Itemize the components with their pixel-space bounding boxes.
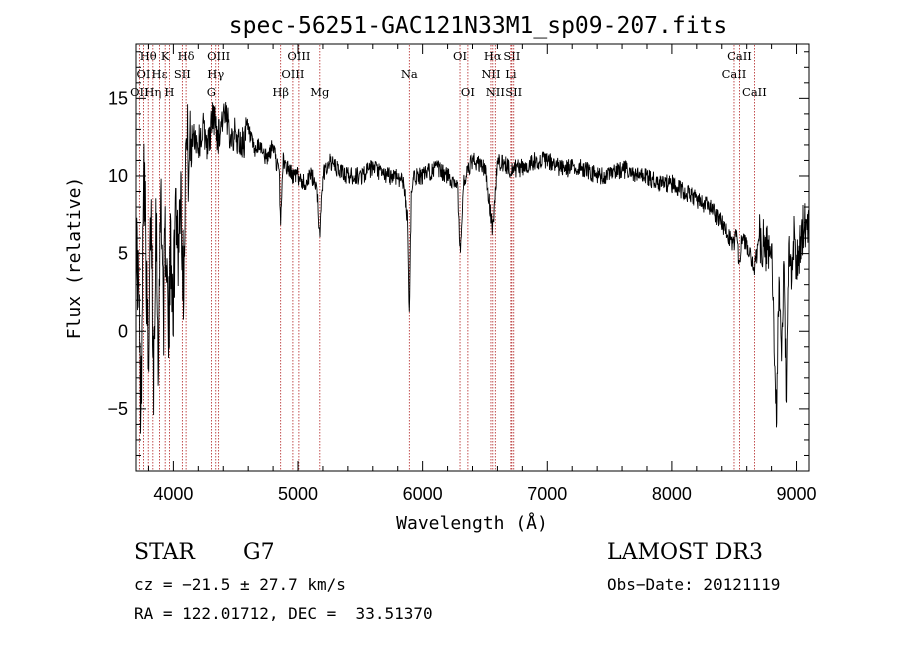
plot-frame <box>135 43 810 472</box>
spectrum-chart: spec-56251-GAC121N33M1_sp09-207.fits Hθ H… <box>64 13 817 534</box>
spectral-line-label: Hα <box>484 49 502 63</box>
spectral-line-label: Hβ <box>272 85 289 99</box>
spectral-line-label: Hδ <box>178 49 195 63</box>
y-tick-label: 15 <box>108 88 128 108</box>
spectral-line-label: SII <box>505 85 522 99</box>
spectral-line-label: Hθ <box>140 49 157 63</box>
x-tick-label: 8000 <box>652 484 692 504</box>
spectral-line-label: OI <box>136 67 150 81</box>
object-class: STAR <box>134 540 195 565</box>
y-tick-label: 0 <box>118 321 128 341</box>
spectral-line-label: K <box>161 49 170 63</box>
spectral-line-label: OI <box>461 85 475 99</box>
observation-date: Obs−Date: 20121119 <box>607 575 781 594</box>
spectral-line-label: CaII <box>722 67 747 81</box>
spectral-line-label: Li <box>505 67 517 81</box>
x-tick-label: 9000 <box>777 484 817 504</box>
x-tick-label: 6000 <box>403 484 443 504</box>
spectral-line-label: Hη <box>144 85 161 99</box>
object-subclass: G7 <box>243 540 275 565</box>
spectral-line-label: Hγ <box>207 67 224 81</box>
x-tick-label: 5000 <box>278 484 318 504</box>
x-tick-label: 4000 <box>153 484 193 504</box>
spectral-line-label: CaII <box>727 49 752 63</box>
y-tick-label: 10 <box>108 166 128 186</box>
y-axis-ticks: −5 0 5 10 15 <box>107 51 809 456</box>
y-axis-label: Flux (relative) <box>64 177 85 340</box>
redshift-velocity: cz = −21.5 ± 27.7 km/s <box>134 575 346 594</box>
x-axis-ticks: 4000 5000 6000 7000 8000 9000 <box>147 44 817 504</box>
flux-line <box>135 101 810 434</box>
spectral-line-label: H <box>164 85 174 99</box>
x-axis-label: Wavelength (Å) <box>396 512 548 534</box>
spectral-line-label: NII <box>481 67 500 81</box>
spectral-line-label: G <box>207 85 216 99</box>
spectral-line-label: Na <box>401 67 418 81</box>
spectral-line-label: CaII <box>742 85 767 99</box>
y-tick-label: 5 <box>118 244 128 264</box>
y-tick-label: −5 <box>107 399 128 419</box>
spectral-line-label: Mg <box>310 85 330 99</box>
coordinates: RA = 122.01712, DEC = 33.51370 <box>134 604 433 623</box>
spectral-line-label: OI <box>453 49 467 63</box>
survey-name: LAMOST DR3 <box>607 540 763 565</box>
spectral-line-label: OIII <box>287 49 310 63</box>
spectral-line-label: OIII <box>281 67 304 81</box>
x-tick-label: 7000 <box>527 484 567 504</box>
spectral-line-label: Hε <box>152 67 168 81</box>
chart-title: spec-56251-GAC121N33M1_sp09-207.fits <box>229 13 728 39</box>
spectral-line-label: SII <box>503 49 520 63</box>
spectral-line-label: SII <box>174 67 191 81</box>
spectral-line-label: OIII <box>207 49 230 63</box>
flux-series <box>135 101 810 434</box>
spectral-line-label: OII <box>130 85 149 99</box>
spectral-line-label: NII <box>486 85 505 99</box>
